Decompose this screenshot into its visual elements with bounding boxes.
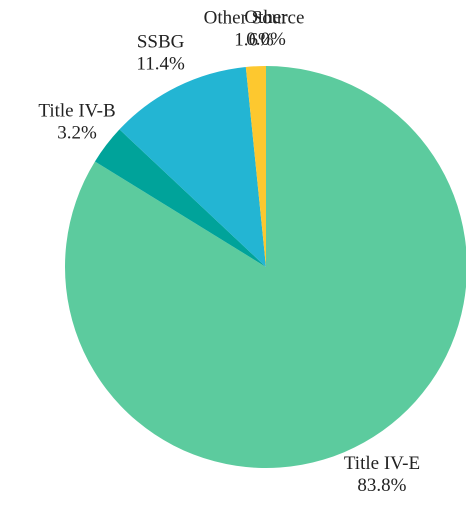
pie-slice: [245, 66, 266, 267]
slice-value-label: 3.2%: [57, 122, 97, 143]
slice-label: Title IV-B: [38, 100, 115, 121]
pie-slice: [65, 66, 466, 468]
slice-label: SSBG: [137, 32, 185, 53]
slice-value-label: 83.8%: [357, 475, 406, 496]
slice-value-label: 1.6%: [234, 29, 274, 50]
slice-value-label: 0.0%: [246, 29, 286, 50]
slice-label: Other: [244, 7, 288, 28]
slice-label: Title IV-E: [344, 453, 420, 474]
slice-label: Other Source: [204, 7, 305, 28]
pie-slice: [119, 67, 267, 267]
pie-slice: [94, 129, 267, 267]
slice-value-label: 11.4%: [136, 54, 185, 75]
